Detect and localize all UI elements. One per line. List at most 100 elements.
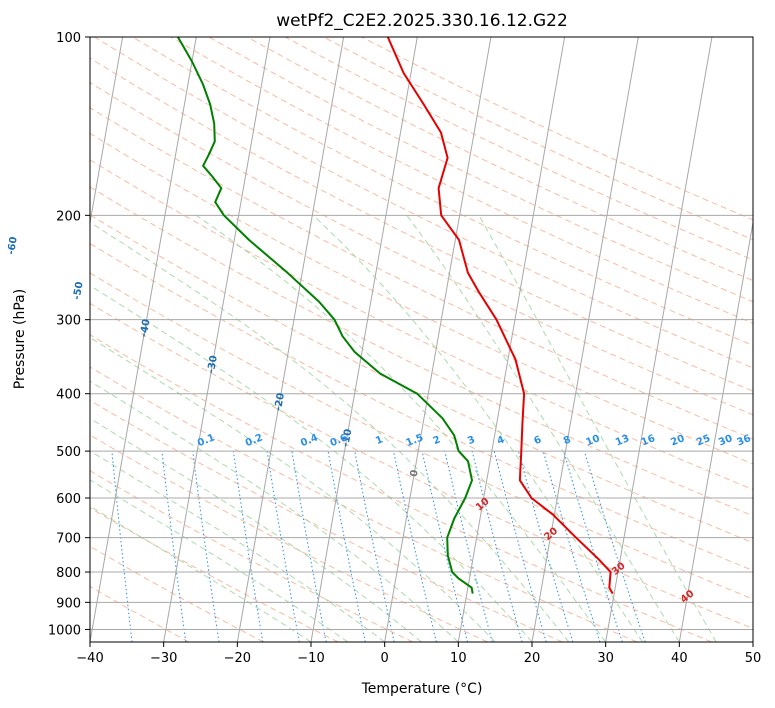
isotherm-line bbox=[90, 37, 124, 226]
moist-adiabat-line bbox=[90, 221, 570, 642]
dry-adiabat-line bbox=[90, 545, 264, 642]
mixing-ratio-line bbox=[393, 450, 437, 642]
isotherm-label: 0 bbox=[409, 469, 421, 478]
x-axis-label: Temperature (°C) bbox=[361, 681, 483, 697]
dry-adiabat-line bbox=[208, 37, 753, 303]
chart-axes: −40 −30 −20 −10 0 10 20 30 40 5010020030040050060… bbox=[48, 31, 761, 666]
dry-adiabat-line bbox=[90, 132, 753, 465]
x-tick-label: −20 bbox=[224, 651, 251, 666]
dry-adiabat-line bbox=[90, 186, 753, 517]
mixing-ratio-line bbox=[563, 450, 623, 642]
y-tick-label: 900 bbox=[56, 596, 81, 611]
dry-adiabat-line bbox=[90, 507, 339, 642]
y-tick-label: 100 bbox=[56, 31, 81, 46]
isotherm-label: -20 bbox=[273, 392, 287, 412]
mixing-ratio-label: 16 bbox=[640, 433, 657, 448]
dry-adiabat-line bbox=[90, 82, 753, 416]
mixing-ratio-line bbox=[542, 450, 601, 642]
moist-adiabat-line bbox=[312, 214, 643, 642]
dry-adiabat-line bbox=[90, 302, 753, 630]
mixing-ratio-line bbox=[444, 450, 493, 642]
moist-adiabat-line bbox=[90, 479, 349, 642]
mixing-ratio-line bbox=[354, 451, 395, 642]
x-tick-label: 30 bbox=[597, 651, 614, 666]
mixing-ratio-label: 1.5 bbox=[404, 432, 425, 449]
dry-adiabat-label: 20 bbox=[542, 526, 560, 543]
mixing-ratio-label: 13 bbox=[614, 433, 631, 448]
moist-adiabat-line bbox=[478, 215, 717, 642]
isotherm-line bbox=[90, 37, 197, 642]
mixing-ratio-label: 0.1 bbox=[196, 432, 217, 449]
moist-adiabat-line bbox=[196, 214, 607, 642]
mixing-ratio-label: 6 bbox=[533, 434, 544, 447]
mixing-ratio-label: 1 bbox=[374, 434, 385, 447]
isotherm-line bbox=[163, 37, 271, 642]
dry-adiabat-line bbox=[90, 57, 753, 392]
y-tick-label: 300 bbox=[56, 314, 81, 329]
y-tick-label: 1000 bbox=[48, 623, 81, 638]
isotherm-label: -60 bbox=[6, 236, 20, 256]
mixing-ratio-label: 4 bbox=[496, 434, 507, 447]
dry-adiabat-line bbox=[90, 334, 712, 642]
y-tick-label: 600 bbox=[56, 492, 81, 507]
y-tick-label: 800 bbox=[56, 566, 81, 581]
y-tick-label: 200 bbox=[56, 209, 81, 224]
x-tick-label: −30 bbox=[150, 651, 177, 666]
mixing-ratio-label: 25 bbox=[695, 433, 712, 448]
dry-adiabat-line bbox=[90, 159, 753, 491]
temperature-profile bbox=[386, 37, 614, 595]
dry-adiabat-line bbox=[90, 272, 753, 600]
moist-adiabat-line bbox=[90, 336, 496, 642]
isotherm-label: -30 bbox=[206, 355, 220, 375]
dry-adiabat-line bbox=[90, 399, 563, 642]
dry-adiabat-line bbox=[90, 434, 488, 642]
isotherm-label: -50 bbox=[72, 281, 86, 301]
isotherm-line bbox=[457, 37, 566, 642]
isotherm-label: -10 bbox=[340, 428, 354, 448]
dry-adiabat-line bbox=[94, 37, 753, 369]
dry-adiabat-line bbox=[90, 366, 638, 642]
dry-adiabat-line bbox=[90, 470, 414, 642]
y-tick-label: 500 bbox=[56, 445, 81, 460]
mixing-ratio-line bbox=[583, 450, 646, 642]
isotherm-line bbox=[384, 37, 492, 642]
mixing-ratio-label: 2 bbox=[432, 434, 443, 447]
plot-frame bbox=[89, 36, 754, 643]
isotherm-line bbox=[678, 219, 753, 642]
dry-adiabat-label: 10 bbox=[474, 496, 492, 513]
x-tick-label: 0 bbox=[381, 651, 389, 666]
mixing-ratio-line bbox=[111, 451, 133, 642]
isotherm-line bbox=[236, 37, 345, 642]
moist-adiabat-line bbox=[90, 505, 312, 642]
mixing-ratio-line bbox=[161, 451, 187, 642]
mixing-ratio-label: 36 bbox=[736, 433, 753, 448]
mixing-ratio-label: 3 bbox=[466, 434, 477, 447]
mixing-ratio-label: 30 bbox=[717, 433, 734, 448]
chart-background-lines bbox=[90, 37, 753, 642]
mixing-ratio-label: 0.4 bbox=[299, 432, 320, 449]
mixing-ratio-line bbox=[421, 450, 468, 642]
dry-adiabat-line bbox=[170, 37, 753, 324]
moist-adiabat-line bbox=[90, 380, 459, 642]
chart-profiles bbox=[177, 37, 614, 595]
isotherm-label: -40 bbox=[139, 318, 153, 338]
mixing-ratio-label: 10 bbox=[585, 433, 602, 448]
chart-title: wetPf2_C2E2.2025.330.16.12.G22 bbox=[276, 11, 568, 31]
chart-line-labels: -100-90-80-70-60-50-40-30-20-10010203040… bbox=[6, 236, 753, 606]
mixing-ratio-line bbox=[232, 451, 264, 642]
isotherm-line bbox=[310, 37, 418, 642]
y-axis-label: Pressure (hPa) bbox=[12, 289, 28, 389]
mixing-ratio-line bbox=[471, 450, 523, 642]
dry-adiabat-line bbox=[90, 585, 190, 642]
y-tick-label: 700 bbox=[56, 532, 81, 547]
moist-adiabat-line bbox=[406, 215, 680, 642]
x-tick-label: −40 bbox=[76, 651, 103, 666]
mixing-ratio-line bbox=[518, 450, 574, 642]
mixing-ratio-label: 20 bbox=[669, 433, 686, 448]
isotherm-line bbox=[752, 639, 753, 642]
dry-adiabat-line bbox=[361, 37, 753, 221]
mixing-ratio-label: 8 bbox=[562, 434, 573, 447]
isotherm-line bbox=[531, 37, 639, 642]
mixing-ratio-line bbox=[192, 451, 220, 642]
